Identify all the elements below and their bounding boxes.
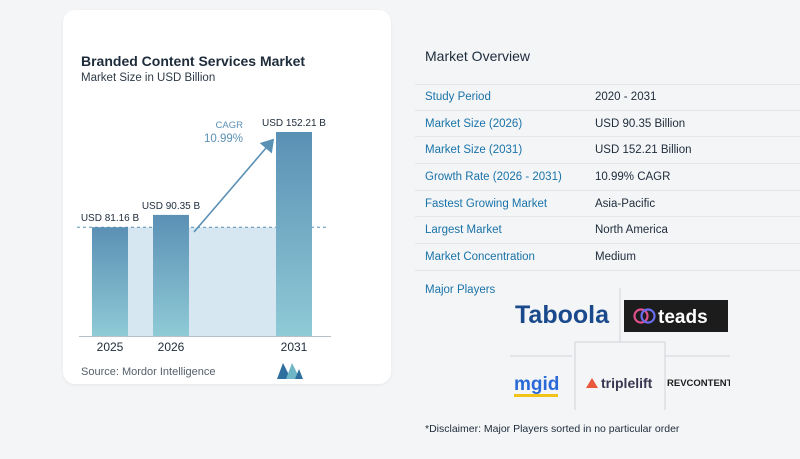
row-value: USD 152.21 Billion xyxy=(595,144,692,157)
chart-subtitle: Market Size in USD Billion xyxy=(81,72,216,84)
overview-row: Market Concentration Medium xyxy=(415,244,800,271)
data-label: USD 152.21 B xyxy=(262,118,326,129)
chart-card: Branded Content Services Market Market S… xyxy=(63,10,391,384)
row-value: 2020 - 2031 xyxy=(595,91,657,104)
bar-2026 xyxy=(153,214,189,336)
major-players-title: Major Players xyxy=(425,284,496,296)
overview-title: Market Overview xyxy=(425,48,531,64)
cagr-label: CAGR xyxy=(216,120,244,131)
overview-row: Market Size (2031) USD 152.21 Billion xyxy=(415,137,800,165)
mordor-intelligence-logo xyxy=(277,363,303,379)
row-label: Largest Market xyxy=(425,224,502,237)
data-label: USD 90.35 B xyxy=(142,201,201,212)
row-value: 10.99% CAGR xyxy=(595,170,671,183)
bar-2025 xyxy=(92,227,128,336)
teads-icon xyxy=(640,308,656,324)
mgid-underline xyxy=(514,394,558,397)
mgid-logo: mgid xyxy=(514,374,559,395)
cagr-value: 10.99% xyxy=(204,133,243,145)
row-label: Market Concentration xyxy=(425,250,535,263)
row-value: USD 90.35 Billion xyxy=(595,117,686,130)
major-players-logos: Taboola teads mgid triplelift REVCONTENT xyxy=(510,288,730,410)
row-label: Fastest Growing Market xyxy=(425,197,548,210)
data-label: USD 81.16 B xyxy=(81,213,140,224)
overview-row: Largest Market North America xyxy=(415,217,800,245)
overview-row: Market Size (2026) USD 90.35 Billion xyxy=(415,111,800,138)
triplelift-logo: triplelift xyxy=(601,375,653,391)
disclaimer: *Disclaimer: Major Players sorted in no … xyxy=(425,423,680,435)
reference-area xyxy=(92,227,312,336)
row-label: Market Size (2026) xyxy=(425,117,523,130)
source-note: Source: Mordor Intelligence xyxy=(81,366,216,378)
overview-table: Study Period 2020 - 2031 Market Size (20… xyxy=(415,84,800,271)
row-label: Growth Rate (2026 - 2031) xyxy=(425,170,562,183)
revcontent-logo: REVCONTENT xyxy=(667,378,730,389)
row-value: Asia-Pacific xyxy=(595,197,656,210)
overview-row: Growth Rate (2026 - 2031) 10.99% CAGR xyxy=(415,164,800,191)
chart-title: Branded Content Services Market xyxy=(81,53,306,69)
teads-logo: teads xyxy=(658,307,708,328)
overview-panel: Market Overview Study Period 2020 - 2031… xyxy=(415,0,800,459)
triplelift-icon xyxy=(586,378,598,388)
x-tick-label: 2026 xyxy=(158,340,185,354)
x-tick-label: 2031 xyxy=(281,340,308,354)
row-value: North America xyxy=(595,224,668,237)
taboola-logo: Taboola xyxy=(515,301,610,329)
row-label: Market Size (2031) xyxy=(425,144,523,157)
overview-row: Study Period 2020 - 2031 xyxy=(415,84,800,111)
row-label: Study Period xyxy=(425,91,491,104)
bar-2031 xyxy=(276,132,312,336)
teads-icon xyxy=(633,308,649,324)
x-tick-label: 2025 xyxy=(97,340,124,354)
cagr-arrow xyxy=(193,138,275,233)
row-value: Medium xyxy=(595,250,636,263)
overview-row: Fastest Growing Market Asia-Pacific xyxy=(415,191,800,218)
